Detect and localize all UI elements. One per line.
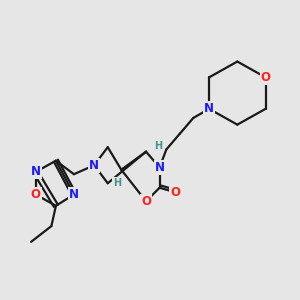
Text: N: N <box>69 188 79 201</box>
Text: O: O <box>141 195 151 208</box>
Text: H: H <box>113 178 121 188</box>
Text: O: O <box>31 188 40 201</box>
Text: N: N <box>204 102 214 116</box>
Text: N: N <box>154 161 165 174</box>
Text: O: O <box>170 186 180 199</box>
Text: O: O <box>260 71 271 84</box>
Text: N: N <box>89 159 99 172</box>
Text: N: N <box>31 166 40 178</box>
Text: H: H <box>154 141 162 151</box>
